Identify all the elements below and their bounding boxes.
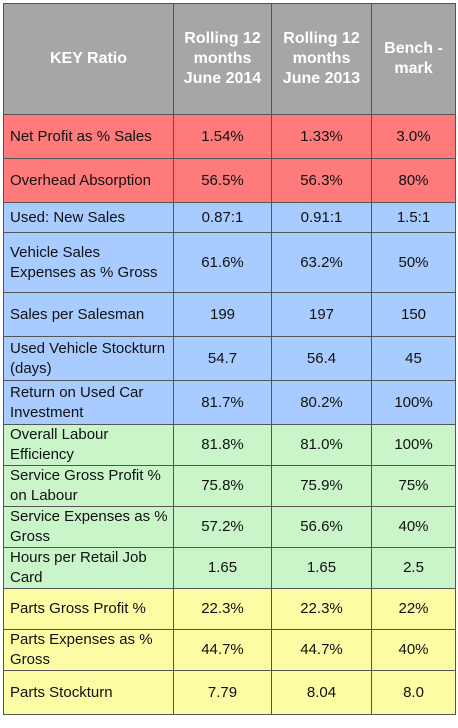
ratio-label: Service Expenses as % Gross	[3, 506, 174, 548]
value-2014: 56.5%	[173, 158, 272, 203]
table-row: Service Gross Profit % on Labour 75.8% 75.…	[3, 465, 456, 507]
ratio-label: Overhead Absorption	[3, 158, 174, 203]
value-2014: 0.87:1	[173, 202, 272, 233]
header-2013: Rolling 12 months June 2013	[271, 3, 372, 115]
value-2013: 1.65	[271, 547, 372, 589]
value-2014: 54.7	[173, 336, 272, 381]
value-2013: 63.2%	[271, 232, 372, 293]
value-2013: 81.0%	[271, 424, 372, 466]
table-row: Parts Stockturn 7.79 8.04 8.0	[3, 670, 456, 715]
ratio-label: Hours per Retail Job Card	[3, 547, 174, 589]
value-2013: 56.3%	[271, 158, 372, 203]
ratio-label: Used Vehicle Stockturn (days)	[3, 336, 174, 381]
key-ratio-table: KEY Ratio Rolling 12 months June 2014 Ro…	[3, 3, 456, 715]
table-row: Used: New Sales 0.87:1 0.91:1 1.5:1	[3, 202, 456, 233]
value-2014: 61.6%	[173, 232, 272, 293]
value-2014: 1.65	[173, 547, 272, 589]
ratio-label: Parts Expenses as % Gross	[3, 629, 174, 671]
table-row: Net Profit as % Sales 1.54% 1.33% 3.0%	[3, 114, 456, 159]
table-row: Sales per Salesman 199 197 150	[3, 292, 456, 337]
ratio-label: Sales per Salesman	[3, 292, 174, 337]
header-2014: Rolling 12 months June 2014	[173, 3, 272, 115]
benchmark-value: 3.0%	[371, 114, 456, 159]
header-row: KEY Ratio Rolling 12 months June 2014 Ro…	[3, 3, 456, 115]
value-2013: 75.9%	[271, 465, 372, 507]
benchmark-value: 8.0	[371, 670, 456, 715]
benchmark-value: 2.5	[371, 547, 456, 589]
benchmark-value: 50%	[371, 232, 456, 293]
benchmark-value: 150	[371, 292, 456, 337]
ratio-label: Net Profit as % Sales	[3, 114, 174, 159]
benchmark-value: 100%	[371, 380, 456, 425]
header-benchmark: Bench -mark	[371, 3, 456, 115]
value-2014: 1.54%	[173, 114, 272, 159]
ratio-label: Vehicle Sales Expenses as % Gross	[3, 232, 174, 293]
ratio-label: Parts Stockturn	[3, 670, 174, 715]
ratio-label: Return on Used Car Investment	[3, 380, 174, 425]
table-row: Overhead Absorption 56.5% 56.3% 80%	[3, 158, 456, 203]
ratio-label: Service Gross Profit % on Labour	[3, 465, 174, 507]
table-row: Service Expenses as % Gross 57.2% 56.6% 40%	[3, 506, 456, 548]
benchmark-value: 80%	[371, 158, 456, 203]
value-2013: 197	[271, 292, 372, 337]
value-2014: 81.7%	[173, 380, 272, 425]
value-2013: 56.6%	[271, 506, 372, 548]
ratio-label: Used: New Sales	[3, 202, 174, 233]
value-2013: 0.91:1	[271, 202, 372, 233]
value-2014: 44.7%	[173, 629, 272, 671]
value-2014: 7.79	[173, 670, 272, 715]
value-2013: 8.04	[271, 670, 372, 715]
benchmark-value: 100%	[371, 424, 456, 466]
value-2014: 81.8%	[173, 424, 272, 466]
ratio-label: Overall Labour Efficiency	[3, 424, 174, 466]
value-2013: 44.7%	[271, 629, 372, 671]
table-row: Parts Gross Profit % 22.3% 22.3% 22%	[3, 588, 456, 630]
value-2013: 22.3%	[271, 588, 372, 630]
ratio-label: Parts Gross Profit %	[3, 588, 174, 630]
value-2013: 56.4	[271, 336, 372, 381]
benchmark-value: 40%	[371, 506, 456, 548]
value-2014: 199	[173, 292, 272, 337]
value-2014: 75.8%	[173, 465, 272, 507]
benchmark-value: 45	[371, 336, 456, 381]
benchmark-value: 22%	[371, 588, 456, 630]
benchmark-value: 1.5:1	[371, 202, 456, 233]
table-row: Parts Expenses as % Gross 44.7% 44.7% 40%	[3, 629, 456, 671]
value-2013: 80.2%	[271, 380, 372, 425]
value-2014: 57.2%	[173, 506, 272, 548]
benchmark-value: 75%	[371, 465, 456, 507]
value-2014: 22.3%	[173, 588, 272, 630]
table-row: Vehicle Sales Expenses as % Gross 61.6% 63…	[3, 232, 456, 293]
table-row: Return on Used Car Investment 81.7% 80.2% 1…	[3, 380, 456, 425]
benchmark-value: 40%	[371, 629, 456, 671]
table-row: Hours per Retail Job Card 1.65 1.65 2.5	[3, 547, 456, 589]
table-row: Used Vehicle Stockturn (days) 54.7 56.4 45	[3, 336, 456, 381]
value-2013: 1.33%	[271, 114, 372, 159]
table-row: Overall Labour Efficiency 81.8% 81.0% 100%	[3, 424, 456, 466]
header-key-ratio: KEY Ratio	[3, 3, 174, 115]
